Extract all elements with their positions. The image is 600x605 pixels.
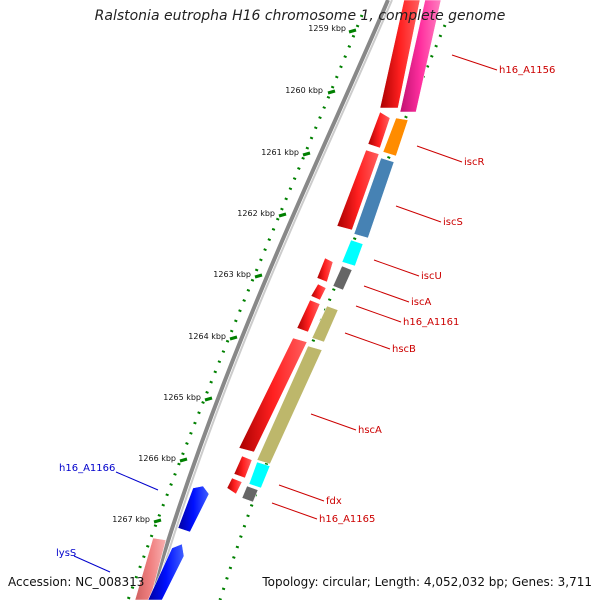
gene-iscR[interactable]: [382, 117, 409, 157]
gene-h16_A1166[interactable]: [177, 485, 210, 533]
tick-mark: [179, 457, 188, 463]
tick-mark: [348, 28, 357, 34]
leader-iscR: [416, 145, 463, 163]
label-h16_A1161: h16_A1161: [403, 317, 459, 328]
tick-mark: [327, 89, 336, 95]
accession-text: Accession: NC_008313: [8, 575, 145, 589]
label-iscU: iscU: [421, 271, 442, 282]
leader-iscA: [363, 285, 410, 303]
label-h16_A1156: h16_A1156: [499, 65, 555, 76]
leader-lysS: [73, 555, 111, 573]
gene-iscU[interactable]: [341, 239, 364, 267]
label-fdx: fdx: [326, 496, 342, 507]
inner-gene-features: [134, 485, 210, 601]
gene-features: [226, 0, 442, 503]
tick-label-1267: 1267 kbp: [112, 515, 150, 524]
leader-iscS: [395, 205, 442, 223]
tick-mark: [153, 518, 162, 524]
leader-h16_A1165: [271, 502, 318, 520]
label-iscA: iscA: [411, 297, 431, 308]
leader-iscU: [373, 259, 420, 277]
genome-title: Ralstonia eutropha H16 chromosome 1, com…: [94, 8, 506, 24]
gene-iscA[interactable]: [332, 265, 353, 291]
tick-label-1263: 1263 kbp: [213, 270, 251, 279]
gene-fdx[interactable]: [248, 461, 271, 489]
tick-label-1259: 1259 kbp: [308, 24, 346, 33]
gene-red-2[interactable]: [367, 111, 391, 149]
label-iscS: iscS: [443, 217, 463, 228]
leader-hscB: [344, 332, 391, 350]
gene-red-3[interactable]: [336, 149, 380, 231]
tick-mark: [302, 151, 311, 157]
gene-red-4[interactable]: [316, 257, 334, 283]
label-h16_A1166: h16_A1166: [59, 463, 115, 474]
leader-hscA: [310, 413, 357, 431]
tick-mark: [254, 273, 263, 279]
tick-label-1266: 1266 kbp: [138, 454, 176, 463]
tick-label-1264: 1264 kbp: [188, 332, 226, 341]
gene-h16_A1161[interactable]: [310, 283, 327, 301]
tick-label-1262: 1262 kbp: [237, 209, 275, 218]
leader-h16_A1161: [355, 305, 402, 323]
gene-hscB[interactable]: [311, 305, 339, 343]
chromosome-backbone: [148, 0, 390, 601]
tick-marks: [153, 28, 357, 524]
gene-lysS[interactable]: [147, 543, 185, 601]
tick-label-1261: 1261 kbp: [261, 148, 299, 157]
gene-h16_A1156[interactable]: [399, 0, 442, 113]
tick-mark: [204, 396, 213, 402]
genome-summary-text: Topology: circular; Length: 4,052,032 bp…: [262, 575, 592, 589]
gene-red-7[interactable]: [233, 455, 253, 479]
tick-mark: [229, 335, 238, 341]
label-h16_A1165: h16_A1165: [319, 514, 375, 525]
gene-red-6[interactable]: [238, 337, 308, 453]
gene-hscA[interactable]: [256, 345, 323, 465]
label-iscR: iscR: [464, 157, 484, 168]
tick-mark: [278, 212, 287, 218]
leader-fdx: [278, 484, 325, 502]
leader-h16_A1166: [115, 471, 159, 491]
tick-label-1260: 1260 kbp: [285, 86, 323, 95]
gene-red-8[interactable]: [226, 477, 243, 495]
label-hscB: hscB: [392, 344, 416, 355]
gene-red-5[interactable]: [296, 299, 321, 333]
label-lysS: lysS: [56, 548, 76, 559]
label-hscA: hscA: [358, 425, 382, 436]
gene-iscS[interactable]: [353, 157, 395, 239]
leader-lines: [73, 54, 498, 573]
gene-h16_A1165[interactable]: [241, 485, 259, 503]
gene-red-1[interactable]: [379, 0, 421, 109]
chromosome-backbone-shadow: [153, 0, 393, 601]
tick-label-1265: 1265 kbp: [163, 393, 201, 402]
leader-h16_A1156: [451, 54, 498, 71]
